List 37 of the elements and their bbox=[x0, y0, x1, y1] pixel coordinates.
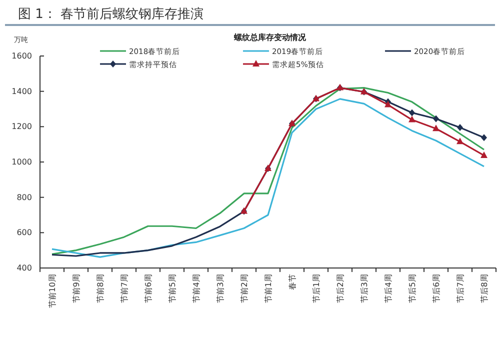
x-tick-label: 节后4周 bbox=[384, 274, 393, 304]
x-tick-label: 节后8周 bbox=[480, 274, 489, 304]
point bbox=[480, 151, 488, 158]
x-tick-label: 节前8周 bbox=[96, 274, 105, 304]
y-tick-label: 1400 bbox=[12, 86, 32, 96]
x-tick-label: 节后7周 bbox=[456, 274, 465, 304]
x-tick-label: 节前5周 bbox=[168, 274, 177, 304]
x-tick-label: 节后2周 bbox=[336, 274, 345, 304]
x-tick-label: 节前4周 bbox=[192, 274, 201, 304]
x-tick-label: 节前1周 bbox=[264, 274, 273, 304]
y-tick-label: 800 bbox=[16, 192, 32, 202]
point bbox=[408, 116, 416, 122]
y-tick-label: 1600 bbox=[12, 52, 32, 60]
x-tick-label: 节后5周 bbox=[408, 274, 417, 304]
x-tick-label: 节前7周 bbox=[120, 274, 129, 304]
point bbox=[433, 115, 439, 122]
x-tick-label: 节后3周 bbox=[360, 274, 369, 304]
y-tick-label: 400 bbox=[16, 264, 32, 272]
point bbox=[457, 124, 463, 132]
point bbox=[432, 124, 440, 132]
point bbox=[481, 134, 487, 142]
y-tick-label: 1000 bbox=[12, 158, 32, 166]
x-tick-label: 春节 bbox=[288, 274, 297, 290]
x-tick-label: 节后6周 bbox=[432, 274, 441, 304]
point bbox=[409, 109, 415, 116]
chart-title: 图 1： 春节前后螺纹钢库存推演 bbox=[18, 7, 204, 22]
y-tick-label: 600 bbox=[16, 228, 32, 238]
x-tick-label: 节前6周 bbox=[144, 274, 153, 304]
x-tick-label: 节前9周 bbox=[72, 274, 81, 304]
x-tick-label: 节前10周 bbox=[48, 274, 57, 308]
x-tick-label: 节前3周 bbox=[216, 274, 225, 304]
x-tick-label: 节后1周 bbox=[312, 274, 321, 304]
y-tick-label: 1200 bbox=[12, 122, 32, 132]
point bbox=[384, 100, 392, 108]
chart-subtitle: 螺纹总库存变动情况 bbox=[233, 32, 307, 42]
x-tick-label: 节前2周 bbox=[240, 274, 249, 304]
point bbox=[456, 138, 464, 144]
